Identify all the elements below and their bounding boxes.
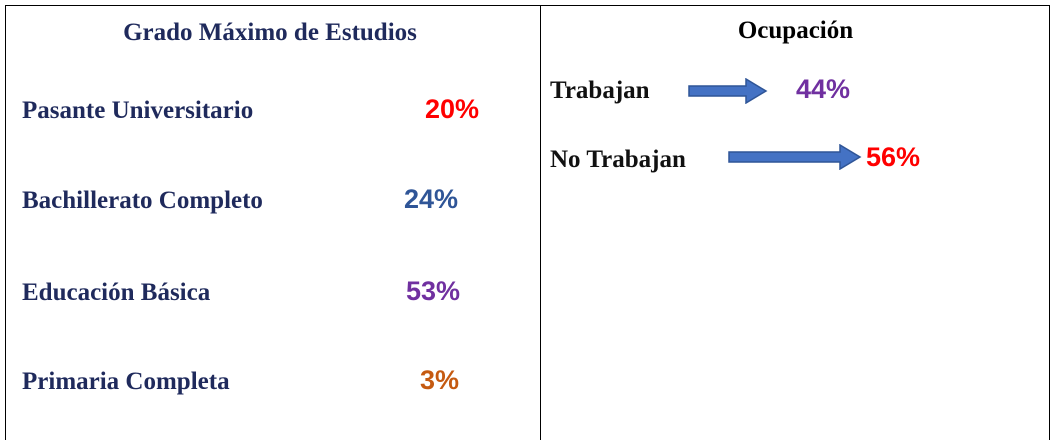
- item-value: 53%: [406, 276, 461, 306]
- left-title: Grado Máximo de Estudios: [123, 19, 417, 46]
- arrow: [688, 78, 768, 104]
- item-label: Pasante Universitario: [22, 97, 254, 124]
- item-value: 56%: [866, 142, 921, 172]
- table-frame: [5, 5, 1050, 440]
- item-value: 20%: [425, 94, 480, 124]
- item-label: Trabajan: [550, 77, 650, 104]
- column-divider: [540, 5, 541, 440]
- item-label: Bachillerato Completo: [22, 187, 263, 214]
- item-label: Primaria Completa: [22, 368, 230, 395]
- item-label: No Trabajan: [550, 146, 686, 173]
- item-value: 3%: [420, 365, 460, 395]
- item-value: 24%: [404, 184, 459, 214]
- right-title: Ocupación: [737, 17, 854, 44]
- item-label: Educación Básica: [22, 279, 211, 306]
- arrow: [728, 144, 862, 170]
- item-value: 44%: [796, 74, 851, 104]
